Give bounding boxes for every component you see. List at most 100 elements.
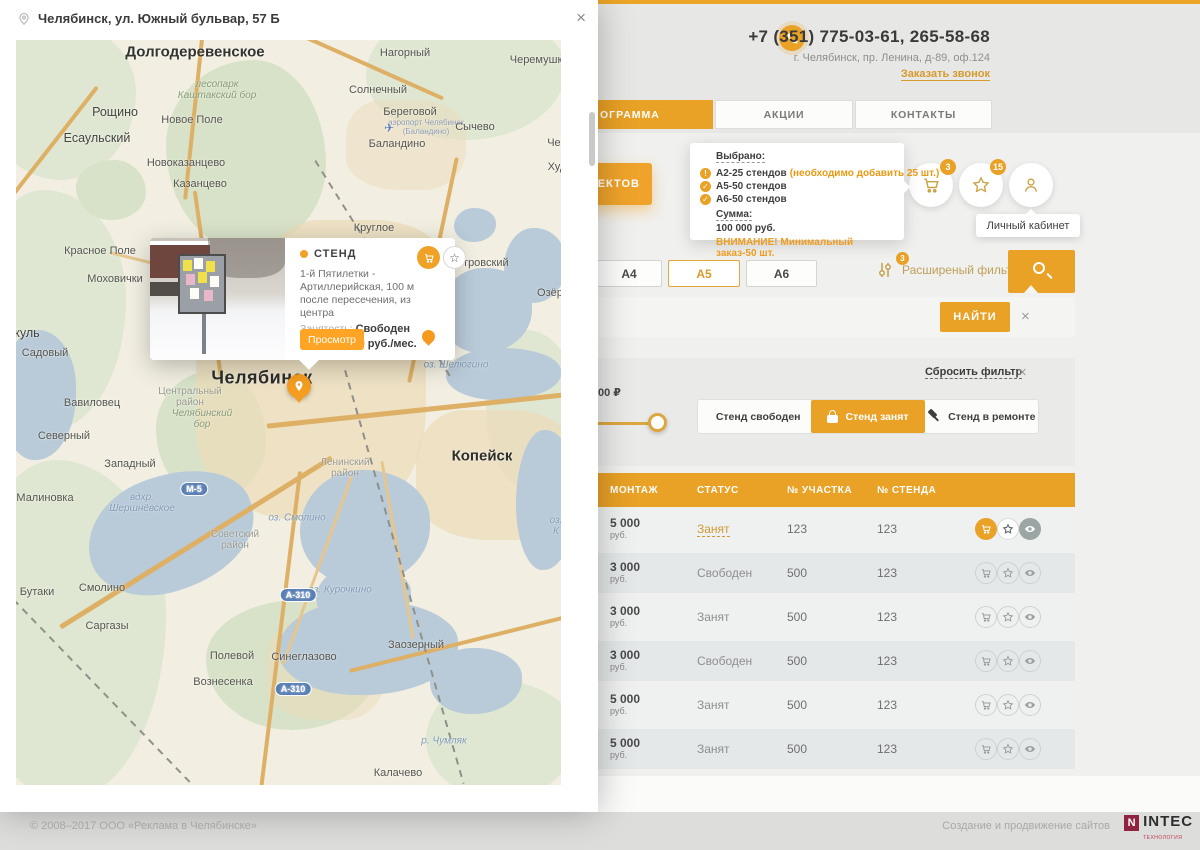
star-icon: [1002, 743, 1014, 755]
status-icon: [927, 410, 941, 424]
status-filter-button[interactable]: Стенд свободен: [698, 400, 811, 433]
row-favorite-button[interactable]: [997, 606, 1019, 628]
status-label: Стенд свободен: [716, 411, 801, 423]
popup-cart-button[interactable]: [417, 246, 440, 269]
view-button[interactable]: Просмотр: [300, 329, 364, 350]
search-close-icon[interactable]: ×: [1021, 308, 1030, 325]
stand-cell: 123: [877, 698, 897, 712]
panel-close-icon[interactable]: ×: [1018, 364, 1027, 381]
status-value[interactable]: Занят: [697, 698, 730, 712]
star-icon: [1002, 699, 1014, 711]
row-favorite-button[interactable]: [997, 650, 1019, 672]
row-cart-button[interactable]: [975, 650, 997, 672]
modal-title: Челябинск, ул. Южный бульвар, 57 Б: [38, 11, 280, 26]
cart-icon: [980, 523, 992, 535]
search-button[interactable]: [1008, 250, 1075, 293]
map-label: Береговой: [383, 106, 436, 118]
stand-photo[interactable]: [150, 238, 285, 360]
stand-popup: СТЕНД ☆ 1-й Пятилетки - Артиллерийская, …: [150, 238, 455, 360]
map-label: Копейск: [452, 448, 513, 465]
map-label: Черемушк: [510, 54, 561, 66]
tooltip-arrow: [1026, 209, 1036, 214]
modal-scrollbar[interactable]: [589, 112, 595, 166]
account-tooltip-label: Личный кабинет: [987, 220, 1070, 232]
map-label: Полевой: [210, 650, 254, 662]
map-label: Смолино: [79, 582, 125, 594]
tab-akcii[interactable]: АКЦИИ: [715, 100, 853, 129]
size-filter-button[interactable]: А6: [746, 260, 817, 287]
size-filter-button[interactable]: А4: [596, 260, 662, 287]
min-order-warning: ВНИМАНИЕ! Минимальный заказ-50 шт.: [716, 237, 894, 259]
table-header: МОНТАЖ СТАТУС № УЧАСТКА № СТЕНДА: [560, 473, 1075, 507]
advanced-filter-label: Расширеный фильтр: [902, 263, 1018, 277]
row-view-button[interactable]: [1019, 694, 1041, 716]
row-view-button[interactable]: [1019, 518, 1041, 540]
table-row: 5 000руб. Занят 123 123: [560, 509, 1075, 549]
row-favorite-button[interactable]: [997, 562, 1019, 584]
status-value[interactable]: Свободен: [697, 654, 752, 668]
account-tooltip: Личный кабинет: [976, 214, 1080, 237]
stand-cell: 123: [877, 610, 897, 624]
stand-type-label: СТЕНД: [314, 248, 357, 260]
reset-filter-link[interactable]: Сбросить фильтр: [925, 366, 1022, 378]
status-value[interactable]: Свободен: [697, 566, 752, 580]
map-label: Малиновка: [16, 492, 73, 504]
map-label: вдхр. Шершнёвское: [109, 492, 175, 514]
callback-link[interactable]: Заказать звонок: [901, 68, 990, 81]
row-cart-button[interactable]: [975, 694, 997, 716]
location-pin-icon: [17, 11, 31, 32]
table-row: 3 000руб. Свободен 500 123: [560, 641, 1075, 681]
tab-kontakty[interactable]: КОНТАКТЫ: [855, 100, 992, 129]
cart-icon: [980, 699, 992, 711]
row-view-button[interactable]: [1019, 650, 1041, 672]
map-label: Садовый: [22, 347, 69, 359]
account-button[interactable]: [1009, 163, 1053, 207]
find-button[interactable]: НАЙТИ: [940, 302, 1010, 332]
callback-link-wrap: Заказать звонок: [600, 68, 990, 80]
row-cart-button[interactable]: [975, 518, 997, 540]
popup-favorite-button[interactable]: ☆: [443, 246, 466, 269]
modal-header: Челябинск, ул. Южный бульвар, 57 Б ×: [0, 0, 598, 40]
map-label: Круглое: [354, 222, 394, 234]
row-favorite-button[interactable]: [997, 738, 1019, 760]
size-filter-button[interactable]: А5: [668, 260, 740, 287]
user-icon: [1021, 175, 1041, 195]
row-favorite-button[interactable]: [997, 518, 1019, 540]
row-cart-button[interactable]: [975, 738, 997, 760]
map-label: Чер: [547, 137, 561, 149]
intec-logo-sub: ТЕХНОЛОГИЯ РОСТА: [1143, 830, 1200, 850]
map-marker[interactable]: [287, 374, 311, 398]
modal-close-icon[interactable]: ×: [576, 8, 586, 28]
status-mark-icon: ✓: [700, 194, 711, 205]
sum-value: 100 000 руб.: [716, 223, 894, 234]
area-cell: 123: [787, 522, 807, 536]
price-cell: 5 000руб.: [610, 517, 640, 541]
status-value[interactable]: Занят: [697, 742, 730, 756]
map-label: Вавиловец: [64, 397, 120, 409]
area-cell: 500: [787, 566, 807, 580]
map-label: Бутаки: [20, 586, 54, 598]
row-cart-button[interactable]: [975, 606, 997, 628]
status-value[interactable]: Занят: [697, 610, 730, 624]
row-cart-button[interactable]: [975, 562, 997, 584]
map-label: Сычево: [455, 121, 495, 133]
status-value[interactable]: Занят: [697, 522, 730, 537]
intec-logo[interactable]: N INTECТЕХНОЛОГИЯ РОСТА: [1124, 812, 1200, 850]
status-filter-group: Стенд свободен Стенд занят Стенд в ремон…: [697, 399, 1039, 434]
row-view-button[interactable]: [1019, 738, 1041, 760]
row-favorite-button[interactable]: [997, 694, 1019, 716]
map-label: А-310: [280, 588, 317, 602]
status-filter-button[interactable]: Стенд в ремонте: [925, 400, 1038, 433]
map-label: Ленинский район: [320, 457, 369, 479]
col-stend: № СТЕНДА: [877, 485, 936, 496]
row-view-button[interactable]: [1019, 562, 1041, 584]
map-canvas[interactable]: Долгодеревенское лесопарк Каштакский бор…: [16, 40, 561, 785]
map-label: Челябинский бор: [172, 408, 232, 430]
status-icon: [827, 415, 838, 423]
price-slider-handle[interactable]: [648, 413, 667, 432]
pin-icon: [293, 380, 305, 392]
status-filter-button[interactable]: Стенд занят: [811, 400, 924, 433]
map-label: Северный: [38, 430, 90, 442]
row-view-button[interactable]: [1019, 606, 1041, 628]
eye-icon: [1024, 655, 1036, 667]
